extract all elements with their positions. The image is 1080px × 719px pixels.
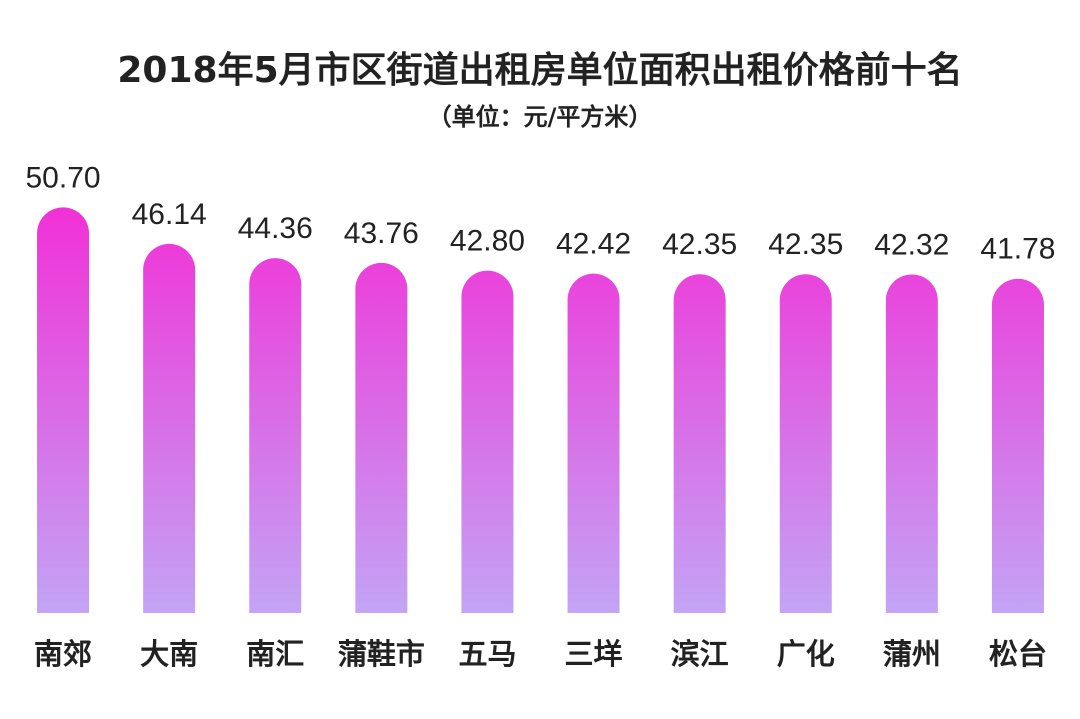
- chart-subtitle: （单位：元/平方米）: [428, 103, 653, 131]
- value-label: 42.35: [662, 228, 737, 261]
- bar: [249, 258, 302, 613]
- x-tick-label: 五马: [458, 637, 516, 671]
- chart-title: 2018年5月市区街道出租房单位面积出租价格前十名: [117, 50, 962, 91]
- x-tick-label: 蒲鞋市: [338, 637, 425, 671]
- value-label: 43.76: [344, 217, 419, 250]
- x-tick-label: 蒲州: [883, 637, 941, 671]
- value-label: 42.42: [556, 228, 631, 261]
- bar: [461, 270, 514, 613]
- bar: [567, 273, 620, 613]
- value-label: 50.70: [26, 161, 101, 194]
- value-label: 42.80: [450, 225, 525, 258]
- bar: [355, 262, 408, 613]
- x-tick-label: 广化: [777, 637, 835, 671]
- x-tick-label: 南郊: [34, 637, 92, 671]
- bar: [673, 274, 726, 613]
- bar: [143, 243, 196, 613]
- x-tick-label: 三垟: [565, 637, 623, 671]
- value-label: 46.14: [132, 198, 207, 231]
- bar: [991, 278, 1044, 613]
- x-tick-label: 松台: [989, 637, 1047, 671]
- value-label: 42.35: [768, 228, 843, 261]
- bar: [779, 274, 832, 613]
- x-tick-label: 南汇: [246, 637, 304, 671]
- x-tick-label: 滨江: [671, 637, 729, 671]
- value-label: 42.32: [874, 228, 949, 261]
- value-label: 44.36: [238, 212, 313, 245]
- value-label: 41.78: [980, 233, 1055, 266]
- bar: [37, 207, 90, 614]
- x-tick-label: 大南: [140, 637, 198, 671]
- bar: [885, 274, 938, 613]
